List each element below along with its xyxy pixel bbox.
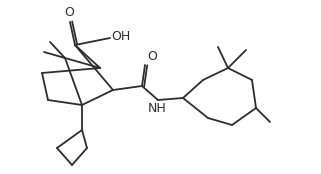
Text: NH: NH <box>148 102 166 115</box>
Text: OH: OH <box>111 30 130 44</box>
Text: O: O <box>147 50 157 63</box>
Text: O: O <box>64 6 74 19</box>
